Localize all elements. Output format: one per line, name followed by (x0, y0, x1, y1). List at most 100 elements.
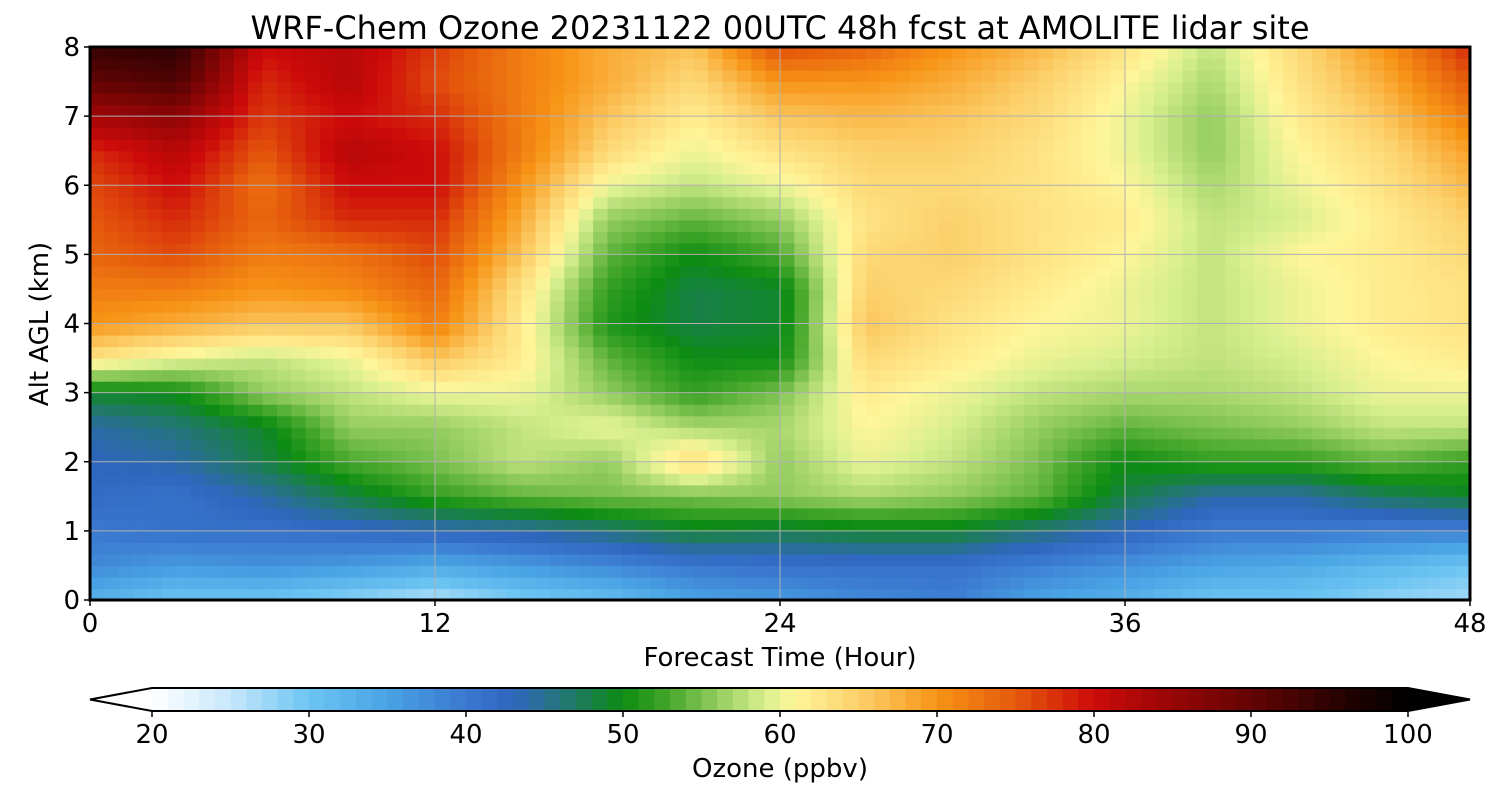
heatmap-cell (248, 300, 264, 313)
heatmap-cell (1067, 288, 1083, 302)
heatmap-cell (722, 588, 738, 600)
heatmap-cell (1010, 265, 1025, 279)
heatmap-cell (248, 576, 264, 590)
heatmap-cell (837, 254, 853, 267)
heatmap-cell (1383, 565, 1399, 578)
heatmap-cell (736, 438, 752, 451)
heatmap-cell (1268, 81, 1284, 94)
heatmap-cell (952, 450, 968, 463)
heatmap-cell (190, 150, 206, 163)
heatmap-cell (233, 162, 249, 175)
heatmap-cell (176, 300, 192, 313)
heatmap-cell (1383, 323, 1399, 336)
heatmap-cell (363, 553, 379, 567)
heatmap-cell (995, 335, 1011, 348)
heatmap-cell (1038, 127, 1054, 140)
heatmap-cell (1081, 277, 1097, 290)
heatmap-cell (1412, 231, 1428, 244)
heatmap-cell (1283, 162, 1299, 175)
heatmap-cell (147, 93, 163, 106)
heatmap-cell (909, 127, 925, 140)
heatmap-cell (650, 58, 666, 71)
heatmap-cell (1139, 219, 1155, 232)
heatmap-cell (794, 116, 810, 129)
heatmap-cell (1254, 300, 1270, 313)
heatmap-cell (1412, 242, 1428, 255)
heatmap-cell (334, 116, 350, 129)
heatmap-cell (1081, 150, 1097, 163)
heatmap-cell (837, 47, 853, 60)
heatmap-cell (506, 415, 522, 428)
heatmap-cell (233, 70, 249, 83)
heatmap-cell (708, 415, 724, 428)
heatmap-cell (233, 58, 249, 71)
heatmap-cell (1441, 127, 1457, 140)
heatmap-cell (291, 265, 307, 279)
heatmap-cell (248, 288, 264, 302)
heatmap-cell (377, 300, 393, 313)
heatmap-cell (780, 254, 795, 267)
colorbar (89, 687, 1471, 712)
heatmap-cell (1383, 277, 1399, 290)
heatmap-cell (1038, 185, 1054, 198)
heatmap-cell (780, 415, 795, 428)
heatmap-cell (363, 162, 379, 175)
heatmap-cell (981, 519, 997, 532)
heatmap-cell (147, 219, 163, 232)
heatmap-cell (794, 461, 810, 474)
heatmap-cell (693, 196, 709, 209)
heatmap-cell (248, 358, 264, 371)
heatmap-cell (923, 427, 939, 440)
heatmap-cell (1067, 404, 1083, 417)
heatmap-cell (1096, 104, 1112, 117)
heatmap-cell (90, 139, 105, 152)
heatmap-cell (636, 346, 652, 359)
heatmap-cell (1441, 254, 1457, 267)
heatmap-cell (1326, 473, 1342, 486)
colorbar-segment (874, 688, 891, 711)
heatmap-cell (1139, 277, 1155, 290)
heatmap-cell (981, 58, 997, 71)
heatmap-cell (607, 127, 623, 140)
heatmap-cell (880, 139, 896, 152)
heatmap-cell (895, 392, 910, 405)
heatmap-cell (262, 254, 278, 267)
heatmap-cell (851, 381, 867, 394)
heatmap-cell (391, 47, 407, 60)
heatmap-cell (995, 116, 1011, 129)
heatmap-cell (1398, 81, 1414, 94)
heatmap-cell (1311, 427, 1327, 440)
heatmap-cell (966, 81, 982, 94)
heatmap-cell (363, 116, 379, 129)
heatmap-cell (521, 323, 537, 336)
heatmap-cell (794, 576, 810, 590)
heatmap-cell (176, 265, 192, 279)
heatmap-cell (133, 219, 149, 232)
heatmap-cell (104, 288, 120, 302)
heatmap-cell (851, 208, 867, 221)
heatmap-cell (463, 150, 479, 163)
heatmap-cell (938, 496, 954, 509)
heatmap-cell (636, 231, 652, 244)
heatmap-cell (506, 588, 522, 600)
heatmap-cell (1139, 196, 1155, 209)
heatmap-cell (1455, 553, 1470, 567)
heatmap-cell (147, 311, 163, 325)
heatmap-cell (449, 461, 465, 474)
heatmap-cell (1369, 277, 1385, 290)
heatmap-cell (276, 242, 292, 255)
heatmap-cell (1412, 116, 1428, 129)
heatmap-cell (1297, 254, 1313, 267)
heatmap-cell (1010, 381, 1025, 394)
heatmap-cell (966, 116, 982, 129)
heatmap-cell (621, 162, 637, 175)
heatmap-cell (521, 81, 537, 94)
heatmap-cell (1311, 162, 1327, 175)
heatmap-cell (492, 427, 508, 440)
heatmap-cell (1426, 311, 1442, 325)
heatmap-cell (1283, 358, 1299, 371)
heatmap-cell (334, 81, 350, 94)
heatmap-cell (90, 335, 105, 348)
heatmap-cell (276, 392, 292, 405)
heatmap-cell (794, 588, 810, 600)
